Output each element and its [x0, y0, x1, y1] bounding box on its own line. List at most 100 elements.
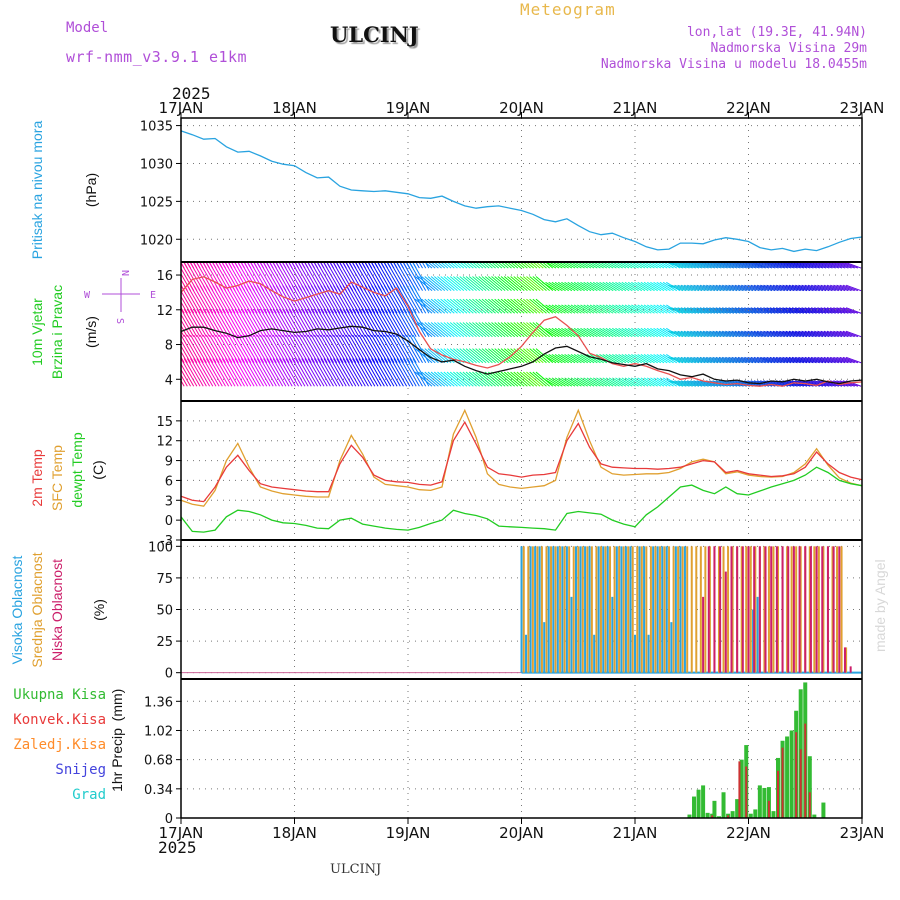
wind-barb [190, 285, 207, 314]
wind-barb [465, 322, 484, 338]
wind-barb [228, 358, 245, 387]
wind-barb [674, 356, 690, 364]
wind-barb [785, 262, 801, 269]
wind-barb [718, 262, 735, 269]
wind-barb [342, 308, 360, 337]
wind-barb [427, 298, 446, 314]
wind-barb [817, 380, 833, 387]
wind-barb [215, 285, 233, 314]
wind-barb [712, 330, 728, 338]
wind-barb [380, 285, 398, 314]
wind-barb [493, 262, 503, 269]
wind-barb [468, 298, 487, 314]
wind-barb [737, 284, 754, 292]
wind-barb [459, 322, 477, 338]
wind-barb [368, 358, 385, 387]
precip-conv-bar [727, 815, 730, 818]
wind-barb [725, 284, 741, 292]
wind-barb [706, 284, 722, 292]
wind-barb [839, 284, 855, 292]
wind-barb [615, 262, 627, 269]
precip-total-bar [789, 730, 794, 818]
wind-barb [256, 334, 274, 364]
wind-barb [532, 298, 550, 314]
wind-barb [753, 262, 770, 269]
wind-barb [810, 262, 827, 269]
wind-barb [393, 285, 411, 314]
precip-total-bar [785, 736, 790, 818]
wind-barb [440, 322, 458, 338]
wind-barb [756, 307, 773, 314]
model-label: Model [66, 20, 109, 36]
wind-barb [807, 330, 824, 338]
sfc-temp-line [180, 408, 863, 507]
wind-barb [548, 353, 563, 364]
wind-barb [355, 334, 373, 364]
wind-barb [522, 322, 541, 338]
wind-barb [570, 262, 582, 269]
cloud-low-bar [775, 546, 778, 673]
wind-barb [634, 304, 649, 314]
wind-barb [564, 377, 579, 387]
wind-barb [753, 356, 770, 364]
wind-barb [221, 358, 239, 387]
wind-barb [611, 262, 624, 269]
wind-barb [475, 322, 493, 338]
wind-barb [744, 356, 760, 364]
wind-barb [449, 371, 468, 387]
wind-barb [595, 262, 608, 269]
wind-barb [275, 358, 293, 387]
wind-barb [683, 307, 700, 314]
wind-barb [693, 330, 709, 338]
wind-barb [272, 334, 290, 364]
x-tick-label-top: 22JAN [726, 99, 771, 117]
wind-barb [709, 307, 725, 314]
cloud-mid-bar [554, 546, 557, 673]
wind-barb [725, 330, 741, 338]
wind-barb [183, 308, 201, 337]
wind-barb [612, 327, 627, 338]
cloud-high-bar [624, 546, 627, 673]
wind-barb [285, 358, 303, 387]
cloud-high-bar [588, 546, 591, 673]
wind-barb [690, 380, 706, 387]
wind-barb [706, 307, 722, 314]
wind-barb [583, 377, 598, 387]
wind-barb [596, 377, 611, 387]
wind-barb [228, 308, 245, 337]
wind-barb [798, 284, 814, 292]
wind-barb [680, 356, 697, 364]
wind-barb [680, 307, 697, 314]
wind-barb [795, 307, 811, 314]
wind-barb [728, 307, 744, 314]
wind-barb [674, 380, 690, 387]
wind-barb [320, 285, 338, 314]
wind-barb [542, 281, 557, 292]
wind-barb [592, 304, 608, 314]
wind-barb [205, 358, 223, 387]
cloud-mid-bar [522, 546, 525, 673]
wind-barb [513, 276, 531, 292]
wind-barb [718, 330, 735, 338]
wind-barb [449, 322, 468, 338]
wind-barb [307, 334, 325, 364]
wind-barb [380, 358, 398, 387]
wind-barb [615, 377, 630, 387]
wind-barb [750, 262, 766, 269]
wind-barb [500, 348, 519, 364]
wind-barb [342, 334, 360, 364]
precip-unit: (mm) [109, 689, 125, 722]
precip-legend-2: Zaledj.Kisa [13, 737, 106, 753]
wind-barb [795, 262, 811, 269]
cloud-mid-bar [636, 546, 639, 673]
wind-barb [500, 276, 519, 292]
wind-barb [225, 285, 242, 314]
wind-barb [608, 377, 624, 387]
temp-ylabel3: dewpt Temp [69, 432, 85, 507]
wind-barb [567, 377, 582, 387]
wind-barb [605, 262, 617, 269]
cloud-mid-bar [540, 546, 543, 673]
wind-unit: (m/s) [83, 316, 99, 348]
wind-barb [181, 363, 195, 387]
wind-barb [247, 334, 265, 364]
